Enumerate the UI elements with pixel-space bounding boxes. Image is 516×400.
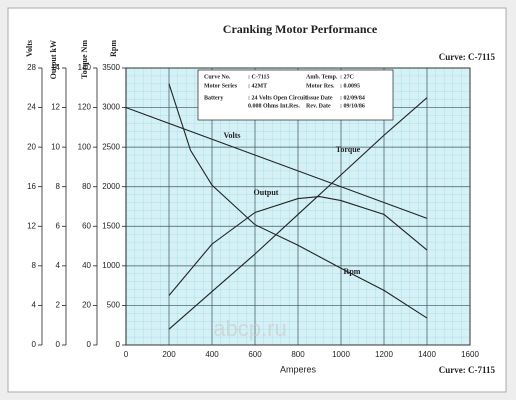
y-tick-label: 14	[51, 63, 60, 72]
y-tick-label: 8	[32, 261, 37, 270]
curve-label: Curve: C-7115	[439, 365, 496, 375]
y-tick-label: 24	[27, 103, 36, 112]
watermark: abcp.ru	[213, 316, 286, 341]
y-axis-title: Torque Nm	[80, 40, 89, 79]
info-text: : 0.0095	[340, 83, 360, 89]
y-tick-label: 1000	[102, 261, 120, 270]
info-text: Battery	[204, 95, 223, 101]
x-tick-label: 1600	[461, 350, 479, 359]
y-tick-label: 8	[56, 182, 61, 191]
info-box: Curve No. : C-7115 Amb. Temp.: 27C Motor Se…	[197, 69, 394, 121]
y-tick-label: 10	[51, 142, 60, 151]
y-tick-label: 0	[116, 340, 121, 349]
series-label: Output	[254, 188, 279, 197]
y-tick-label: 40	[82, 261, 91, 270]
curve-label: Curve: C-7115	[439, 52, 496, 62]
info-text: : 27C	[340, 74, 354, 80]
y-tick-label: 20	[82, 301, 91, 310]
y-tick-label: 12	[27, 221, 36, 230]
y-tick-label: 120	[78, 103, 92, 112]
x-tick-label: 600	[248, 350, 262, 359]
x-tick-label: 1400	[418, 350, 436, 359]
info-text: : 09/10/86	[340, 103, 365, 109]
y-tick-label: 0	[56, 340, 61, 349]
y-tick-label: 100	[78, 142, 92, 151]
chart-title: Cranking Motor Performance	[223, 22, 378, 36]
y-axis-title: Volts	[25, 40, 34, 57]
info-text: Amb. Temp.	[306, 74, 338, 80]
info-text: Motor Res.	[306, 83, 335, 89]
y-tick-label: 4	[56, 261, 61, 270]
series-line	[168, 83, 428, 319]
y-tick-label: 2000	[102, 182, 120, 191]
y-tick-label: 12	[51, 103, 60, 112]
y-tick-label: 80	[82, 182, 91, 191]
y-tick-label: 0	[32, 340, 37, 349]
info-text: 0.008 Ohms Int.Res.	[248, 103, 300, 109]
series-line	[125, 107, 428, 219]
info-text: : C-7115	[248, 74, 270, 80]
x-axis-title: Amperes	[280, 364, 317, 374]
x-tick-label: 800	[291, 350, 305, 359]
y-axis-title: Output kW	[49, 40, 58, 79]
info-text: : 02/09/84	[340, 95, 365, 101]
series-line	[168, 196, 428, 296]
x-tick-label: 200	[162, 350, 176, 359]
info-box-bg	[197, 69, 394, 121]
series-label: Rpm	[344, 267, 361, 276]
y-tick-label: 140	[78, 63, 92, 72]
plot-border	[125, 67, 471, 346]
y-tick-label: 28	[27, 63, 36, 72]
y-tick-label: 4	[32, 301, 37, 310]
y-tick-label: 500	[107, 301, 121, 310]
y-tick-label: 3500	[102, 63, 120, 72]
y-tick-label: 20	[27, 142, 36, 151]
x-tick-label: 0	[124, 350, 129, 359]
y-tick-label: 2500	[102, 142, 120, 151]
info-text: : 42MT	[248, 83, 267, 89]
y-tick-label: 16	[27, 182, 36, 191]
info-text: Curve No.	[204, 74, 231, 80]
y-tick-label: 2	[56, 301, 61, 310]
y-axis-title: Rpm	[109, 40, 118, 57]
y-tick-label: 0	[87, 340, 92, 349]
info-text: Rev. Date	[306, 103, 331, 109]
y-tick-label: 3000	[102, 103, 120, 112]
y-tick-label: 6	[56, 221, 61, 230]
y-tick-label: 1500	[102, 221, 120, 230]
series-label: Volts	[223, 131, 240, 140]
x-tick-label: 1000	[332, 350, 350, 359]
x-tick-label: 400	[205, 350, 219, 359]
x-tick-label: 1200	[375, 350, 393, 359]
series-line	[168, 97, 428, 330]
info-text: : 24 Volts Open Circuit	[248, 95, 307, 101]
y-tick-label: 60	[82, 221, 91, 230]
series-label: Torque	[336, 145, 361, 154]
info-text: Issue Date	[306, 95, 333, 101]
info-text: Motor Series	[204, 83, 238, 89]
